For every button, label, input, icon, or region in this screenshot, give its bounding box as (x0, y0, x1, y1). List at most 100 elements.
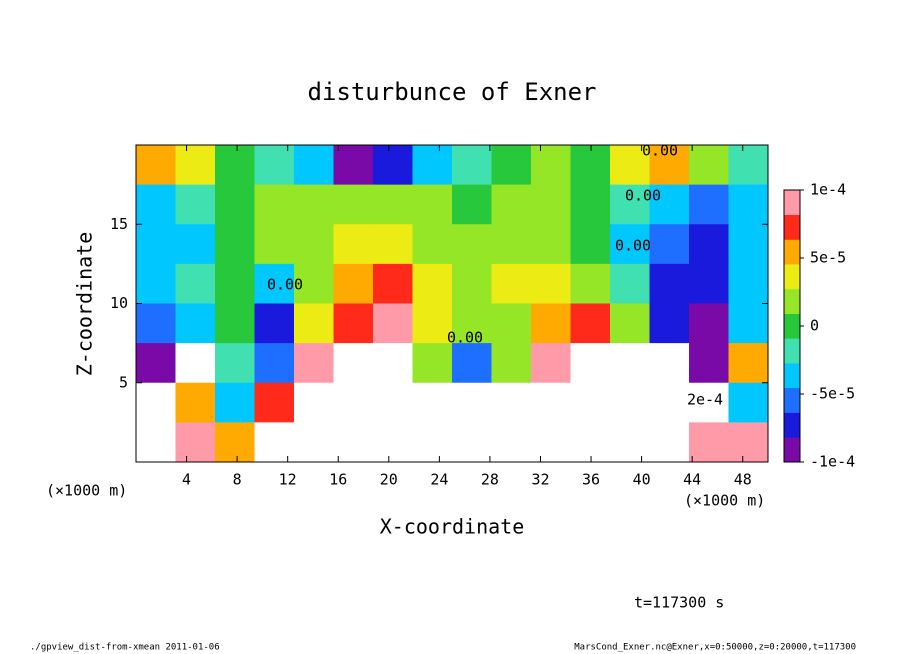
colorbar-swatch (784, 313, 800, 339)
contour-label: 0.00 (625, 187, 661, 205)
colorbar-tick-label: 5e-5 (810, 249, 846, 267)
field-cell (333, 343, 374, 384)
field-cell (412, 343, 453, 384)
field-cell (254, 382, 295, 423)
field-cell (294, 303, 334, 344)
y-unit: (×1000 m) (46, 482, 127, 500)
field-cell (649, 382, 690, 423)
field-cell (728, 382, 769, 423)
field-cell (610, 422, 650, 463)
field-cell (531, 224, 571, 265)
field-cell (689, 422, 729, 463)
field-cell (254, 145, 295, 186)
field-cell (452, 422, 492, 463)
field-cell (215, 422, 255, 463)
field-cell (294, 343, 334, 384)
field-cell (254, 224, 295, 265)
contour-label: 0.00 (615, 237, 651, 255)
x-unit: (×1000 m) (684, 492, 765, 510)
x-tick-label: 8 (233, 471, 242, 489)
field-cell (689, 224, 729, 265)
colorbar-tick-label: -5e-5 (810, 385, 855, 403)
x-tick-label: 44 (683, 471, 701, 489)
field-cell (728, 343, 769, 384)
field-cell (491, 224, 532, 265)
contour-label: 0.00 (447, 329, 483, 347)
footer-left: ./gpview_dist-from-xmean 2011-01-06 (30, 643, 220, 653)
field-cell (136, 382, 176, 423)
field-cell (491, 422, 532, 463)
field-cell (649, 422, 690, 463)
x-tick-label: 24 (430, 471, 448, 489)
field-cell (610, 303, 650, 344)
field-cell (728, 422, 769, 463)
field-cell (649, 184, 690, 225)
field-cell (412, 184, 453, 225)
field-cell (175, 382, 216, 423)
colorbar-swatch (784, 190, 800, 216)
field-cell (373, 382, 413, 423)
field-cell (215, 145, 255, 186)
field-cell (649, 263, 690, 304)
field-cell (728, 145, 769, 186)
colorbar-tick-label: 0 (810, 317, 819, 335)
field-cell (294, 263, 334, 304)
field-cell (452, 343, 492, 384)
field-cell (531, 303, 571, 344)
field-cell (452, 184, 492, 225)
time-label: t=117300 s (634, 594, 724, 612)
field-cell (728, 184, 769, 225)
field-cell (373, 263, 413, 304)
y-tick-label: 5 (119, 373, 128, 391)
field-cell (333, 184, 374, 225)
x-tick-label: 4 (182, 471, 191, 489)
colorbar-swatch (784, 437, 800, 463)
field-cell (570, 422, 611, 463)
field-cell (373, 184, 413, 225)
colorbar-swatch (784, 387, 800, 413)
field-cell (531, 184, 571, 225)
field-cell (452, 303, 492, 344)
field-cell (570, 382, 611, 423)
x-tick-label: 20 (380, 471, 398, 489)
colorbar-swatch (784, 363, 800, 389)
field-cell (412, 145, 453, 186)
field-cell (452, 145, 492, 186)
colorbar-tick-label: 1e-4 (810, 181, 846, 199)
field-cell (333, 224, 374, 265)
field-cell (452, 263, 492, 304)
field-cell (491, 145, 532, 186)
field-cell (333, 145, 374, 186)
colorbar-swatch (784, 338, 800, 364)
field-cell (175, 303, 216, 344)
field-cell (531, 422, 571, 463)
field-cell (294, 422, 334, 463)
field-cell (728, 303, 769, 344)
field-cell (215, 224, 255, 265)
contour-label: 2e-4 (687, 391, 723, 409)
field-cell (254, 303, 295, 344)
field-cell (412, 422, 453, 463)
field-cell (333, 422, 374, 463)
x-tick-label: 36 (582, 471, 600, 489)
y-tick-label: 10 (110, 294, 128, 312)
field-cell (136, 303, 176, 344)
field-cell (689, 382, 729, 423)
field-cell (610, 343, 650, 384)
field-cell (491, 343, 532, 384)
field-cell (610, 224, 650, 265)
field-cell (254, 343, 295, 384)
field-cell (254, 422, 295, 463)
field-cell (689, 263, 729, 304)
field-cell (491, 382, 532, 423)
field-cell (175, 263, 216, 304)
field-cell (570, 224, 611, 265)
field-cell (215, 343, 255, 384)
field-cell (175, 343, 216, 384)
field-cell (491, 303, 532, 344)
field-cell (649, 343, 690, 384)
field-cell (175, 422, 216, 463)
colorbar-swatch (784, 288, 800, 314)
field-cell (570, 303, 611, 344)
field-cell (689, 145, 729, 186)
